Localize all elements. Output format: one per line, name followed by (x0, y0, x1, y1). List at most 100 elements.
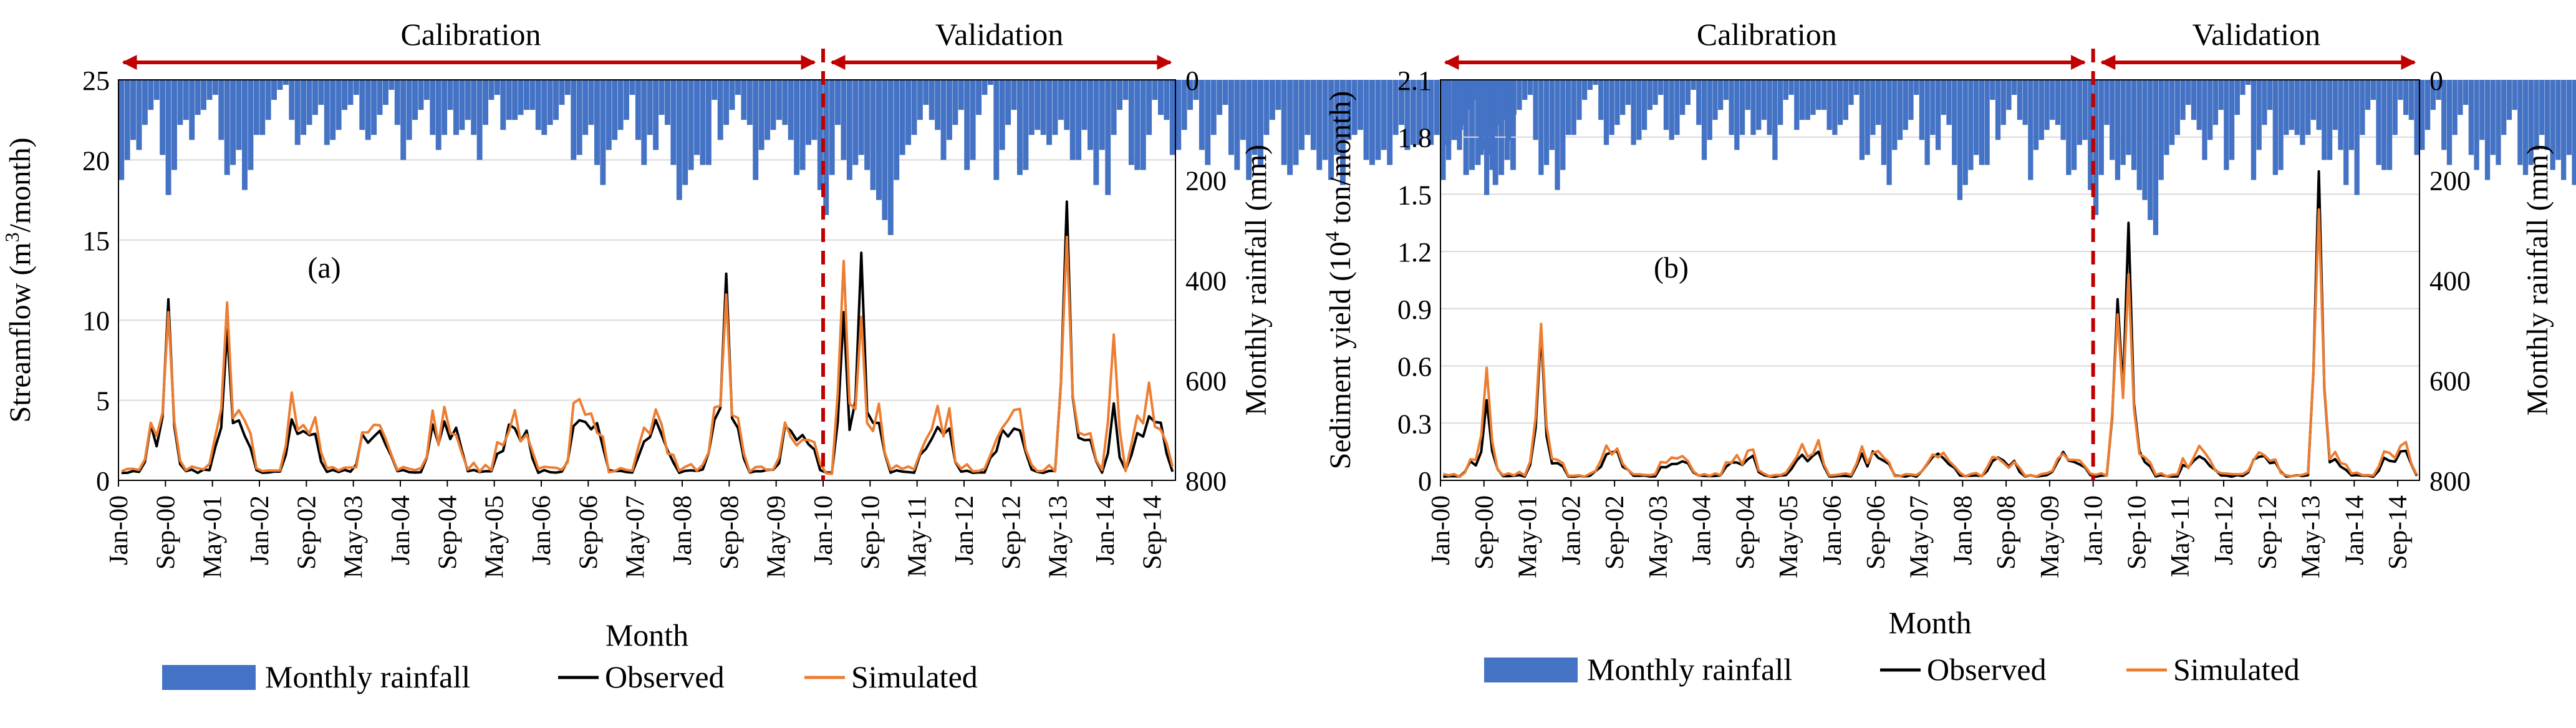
rainfall-bar (1358, 80, 1364, 130)
rainfall-bar (2104, 80, 2110, 125)
rainfall-bar (118, 80, 125, 180)
rainfall-bar (2343, 80, 2349, 185)
rainfall-bar (1788, 80, 1794, 95)
rainfall-bar (1492, 80, 1498, 185)
rainfall-bar (2544, 80, 2550, 150)
rainfall-bar (430, 80, 436, 135)
y-axis-ticks: 0 5 10 15 20 25 (82, 66, 110, 497)
rainfall-bar (353, 80, 359, 95)
rainfall-bar (2256, 80, 2262, 150)
rainfall-bar (2158, 80, 2164, 180)
rainfall-bar (1381, 80, 1387, 150)
rainfall-bar (1571, 80, 1576, 135)
rainfall-bar (1087, 80, 1093, 150)
y-tick-label: 2.1 (1397, 66, 1432, 96)
rainfall-bar (1712, 80, 1718, 120)
rainfall-bar (964, 80, 970, 170)
y2-tick-label: 0 (1185, 66, 1199, 96)
rainfall-bar (1428, 80, 1434, 145)
rainfall-bar (1016, 80, 1023, 175)
rainfall-bar (2250, 80, 2257, 180)
x-tick-label: Jan-04 (1688, 495, 1717, 565)
rainfall-bar (2136, 80, 2142, 190)
rainfall-bar (1175, 80, 1182, 150)
rainfall-bar (2098, 80, 2104, 175)
x-tick-label: May-09 (763, 495, 791, 578)
rainfall-bar (712, 80, 718, 100)
rainfall-bar (1581, 80, 1588, 100)
rainfall-bar (946, 80, 952, 140)
rainfall-bar (746, 80, 753, 125)
x-tick-label: Jan-10 (809, 495, 838, 565)
rainfall-bar (2327, 80, 2333, 160)
legend-rainfall-label: Monthly rainfall (265, 659, 470, 694)
rainfall-bar (2212, 80, 2219, 125)
x-tick-label: May-05 (481, 495, 509, 578)
rainfall-bar (612, 80, 618, 140)
rainfall-bar (1040, 80, 1046, 135)
rainfall-bar (2033, 80, 2039, 150)
observed-series-line (121, 200, 1174, 475)
rainfall-bar (2332, 80, 2338, 130)
x-tick-label: Sep-12 (997, 495, 1026, 570)
rainfall-bar (1658, 80, 1664, 95)
legend-observed-label: Observed (605, 659, 725, 694)
rainfall-bar (465, 80, 471, 120)
x-tick-label: Jan-02 (1557, 495, 1586, 565)
rainfall-bar (1843, 80, 1848, 120)
rainfall-bar (2381, 80, 2387, 170)
y2-tick-label: 800 (2429, 466, 2471, 497)
panel-label: (b) (1654, 251, 1689, 284)
validation-label: Validation (935, 17, 1064, 52)
rainfall-bar (1422, 80, 1428, 130)
y2-tick-label: 200 (1185, 166, 1227, 197)
rainfall-bar (899, 80, 905, 155)
rainfall-bar (1919, 80, 1925, 140)
x-tick-label: May-11 (904, 495, 932, 577)
rainfall-bar (289, 80, 295, 120)
y-tick-label: 1.2 (1397, 237, 1432, 268)
rainfall-bar (1275, 80, 1281, 110)
y2-tick-label: 600 (1185, 366, 1227, 397)
x-tick-label: Jan-08 (1949, 495, 1977, 565)
x-tick-label: May-03 (1644, 495, 1673, 578)
rainfall-bar (1930, 80, 1936, 135)
rainfall-bar (2207, 80, 2213, 140)
rainfall-bar (2300, 80, 2305, 145)
y-tick-label: 0 (1418, 466, 1432, 497)
rainfall-bar (823, 80, 829, 215)
rainfall-bar (735, 80, 741, 95)
rainfall-bar (1140, 80, 1146, 170)
rainfall-bar (1404, 80, 1411, 150)
rainfall-bar (2398, 80, 2403, 100)
rainfall-bar (1995, 80, 2001, 140)
y-tick-label: 1.8 (1397, 123, 1432, 153)
x-tick-label: Sep-02 (1601, 495, 1629, 570)
rainfall-bar (459, 80, 465, 130)
legend: Monthly rainfall Observed Simulated (1484, 652, 2300, 687)
rainfall-bar (1543, 80, 1550, 165)
rainfall-bar (1696, 80, 1702, 125)
rainfall-bar (1076, 80, 1082, 160)
rainfall-bar (160, 80, 166, 155)
rainfall-bar (2370, 80, 2376, 100)
x-tick-label: Sep-12 (2254, 495, 2282, 570)
rainfall-bar (136, 80, 142, 150)
rainfall-bar (1691, 80, 1696, 90)
y-tick-label: 1.5 (1397, 180, 1432, 210)
x-tick-label: Sep-10 (856, 495, 885, 570)
rainfall-bar (805, 80, 811, 145)
rainfall-bar (1663, 80, 1669, 130)
rainfall-bar (1023, 80, 1029, 170)
y-tick-label: 0.6 (1397, 352, 1432, 382)
x-tick-label: Sep-02 (292, 495, 321, 570)
rainfall-bar (2066, 80, 2072, 175)
rainfall-bar (553, 80, 559, 120)
y-tick-label: 0 (96, 466, 110, 497)
rainfall-bar (130, 80, 137, 140)
rainfall-bar (301, 80, 307, 135)
rainfall-bar (2000, 80, 2006, 125)
rainfall-bar (629, 80, 635, 95)
rainfall-bar (2174, 80, 2181, 135)
rainfall-bar (929, 80, 935, 120)
